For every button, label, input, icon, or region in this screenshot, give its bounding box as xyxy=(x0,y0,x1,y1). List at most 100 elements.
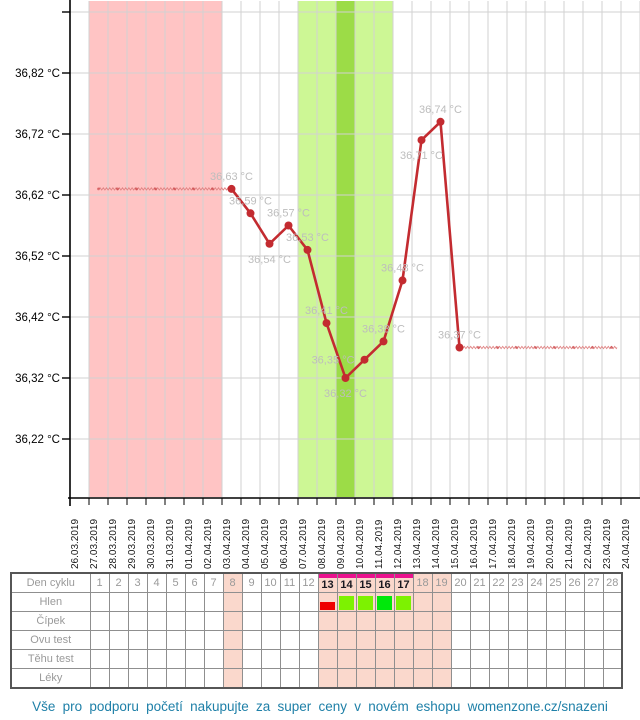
cycle-day-cell: 13 xyxy=(317,572,338,593)
row-label: Léky xyxy=(10,668,91,689)
marked-day-bar xyxy=(357,574,374,578)
x-axis-date-label: 11.04.2019 xyxy=(374,519,385,569)
y-axis-label: 36,62 °C xyxy=(15,190,60,202)
marked-day-bar xyxy=(338,574,355,578)
ovu-test-cell xyxy=(184,630,205,650)
cycle-day-number: 3 xyxy=(134,577,141,589)
léky-cell xyxy=(412,668,433,689)
ovu-test-cell xyxy=(469,630,490,650)
x-axis-date-label: 03.04.2019 xyxy=(222,519,233,569)
cycle-day-cell: 11 xyxy=(279,572,300,593)
hlen-cell xyxy=(450,592,471,612)
ovu-test-cell xyxy=(507,630,528,650)
cycle-day-number: 28 xyxy=(606,577,619,589)
footer-eshop-link[interactable]: Vše pro podporu početí nakupujte za supe… xyxy=(32,699,608,714)
hlen-cell xyxy=(260,592,281,612)
cycle-day-cell: 28 xyxy=(602,572,623,593)
hlen-cell xyxy=(317,592,338,612)
hlen-cell xyxy=(469,592,490,612)
hlen-cell xyxy=(507,592,528,612)
léky-cell xyxy=(602,668,623,689)
léky-cell xyxy=(146,668,167,689)
cycle-day-cell: 10 xyxy=(260,572,281,593)
cycle-day-cell: 15 xyxy=(355,572,376,593)
data-point xyxy=(246,209,255,218)
ovu-test-cell xyxy=(222,630,243,650)
hlen-cell xyxy=(602,592,623,612)
ovu-test-cell xyxy=(393,630,414,650)
marked-day-bar xyxy=(376,574,393,578)
data-point xyxy=(455,343,464,352)
cycle-day-number: 4 xyxy=(153,577,160,589)
těhu-test-cell xyxy=(336,649,357,669)
baseline-dot xyxy=(591,346,594,349)
hlen-cell xyxy=(89,592,110,612)
léky-cell xyxy=(526,668,547,689)
cycle-day-cell: 6 xyxy=(184,572,205,593)
data-point xyxy=(284,221,293,230)
x-axis-date-label: 20.04.2019 xyxy=(545,519,556,569)
léky-cell xyxy=(203,668,224,689)
y-axis-label: 36,72 °C xyxy=(15,129,60,141)
x-axis-date-label: 31.03.2019 xyxy=(165,519,176,569)
band-menstruation xyxy=(89,1,222,497)
těhu-test-cell xyxy=(355,649,376,669)
cycle-table-wrap: Den cyklu 1 2 3 4 5 6 7 8 9 10 11 12 13 14 15 16 17 18 19 20… xyxy=(10,572,623,689)
x-axis-date-label: 08.04.2019 xyxy=(317,519,328,569)
data-point-label: 36,54 °C xyxy=(248,254,291,266)
row-label: Čípek xyxy=(10,611,91,631)
cycle-day-number: 18 xyxy=(416,577,429,589)
cycle-day-number: 11 xyxy=(283,577,296,589)
baseline-dot xyxy=(553,346,556,349)
x-axis-date-label: 19.04.2019 xyxy=(526,519,537,569)
marked-day-bar xyxy=(319,574,336,578)
léky-cell xyxy=(450,668,471,689)
table-row: Ovu test xyxy=(10,630,623,650)
léky-cell xyxy=(317,668,338,689)
čípek-cell xyxy=(146,611,167,631)
row-label: Den cyklu xyxy=(10,572,91,593)
čípek-cell xyxy=(336,611,357,631)
ovu-test-cell xyxy=(583,630,604,650)
data-point xyxy=(360,355,369,364)
hlen-cell xyxy=(298,592,319,612)
baseline-dot xyxy=(572,346,575,349)
cycle-day-cell: 17 xyxy=(393,572,414,593)
x-axis-date-label: 13.04.2019 xyxy=(412,519,423,569)
cycle-day-cell: 27 xyxy=(583,572,604,593)
hlen-cell xyxy=(355,592,376,612)
cycle-day-cell: 14 xyxy=(336,572,357,593)
x-axis-date-label: 26.03.2019 xyxy=(70,519,81,569)
cycle-day-cell: 26 xyxy=(564,572,585,593)
hlen-cell xyxy=(545,592,566,612)
data-point xyxy=(436,117,445,126)
hlen-cell xyxy=(127,592,148,612)
ovu-test-cell xyxy=(355,630,376,650)
data-point xyxy=(227,184,236,193)
čípek-cell xyxy=(374,611,395,631)
ovu-test-cell xyxy=(127,630,148,650)
těhu-test-cell xyxy=(317,649,338,669)
ovu-test-cell xyxy=(564,630,585,650)
čípek-cell xyxy=(564,611,585,631)
table-row: Čípek xyxy=(10,611,623,631)
těhu-test-cell xyxy=(260,649,281,669)
data-point-label: 36,32 °C xyxy=(324,388,367,400)
x-axis-date-label: 10.04.2019 xyxy=(355,519,366,569)
cycle-day-cell: 24 xyxy=(526,572,547,593)
hlen-cell xyxy=(241,592,262,612)
čípek-cell xyxy=(127,611,148,631)
těhu-test-cell xyxy=(564,649,585,669)
baseline-dot xyxy=(534,346,537,349)
léky-cell xyxy=(241,668,262,689)
cycle-day-cell: 4 xyxy=(146,572,167,593)
léky-cell xyxy=(260,668,281,689)
cycle-day-cell: 2 xyxy=(108,572,129,593)
cycle-day-cell: 5 xyxy=(165,572,186,593)
léky-cell xyxy=(184,668,205,689)
těhu-test-cell xyxy=(279,649,300,669)
cycle-day-cell: 20 xyxy=(450,572,471,593)
cycle-day-number: 27 xyxy=(587,577,600,589)
ovu-test-cell xyxy=(260,630,281,650)
cycle-day-number: 24 xyxy=(530,577,543,589)
